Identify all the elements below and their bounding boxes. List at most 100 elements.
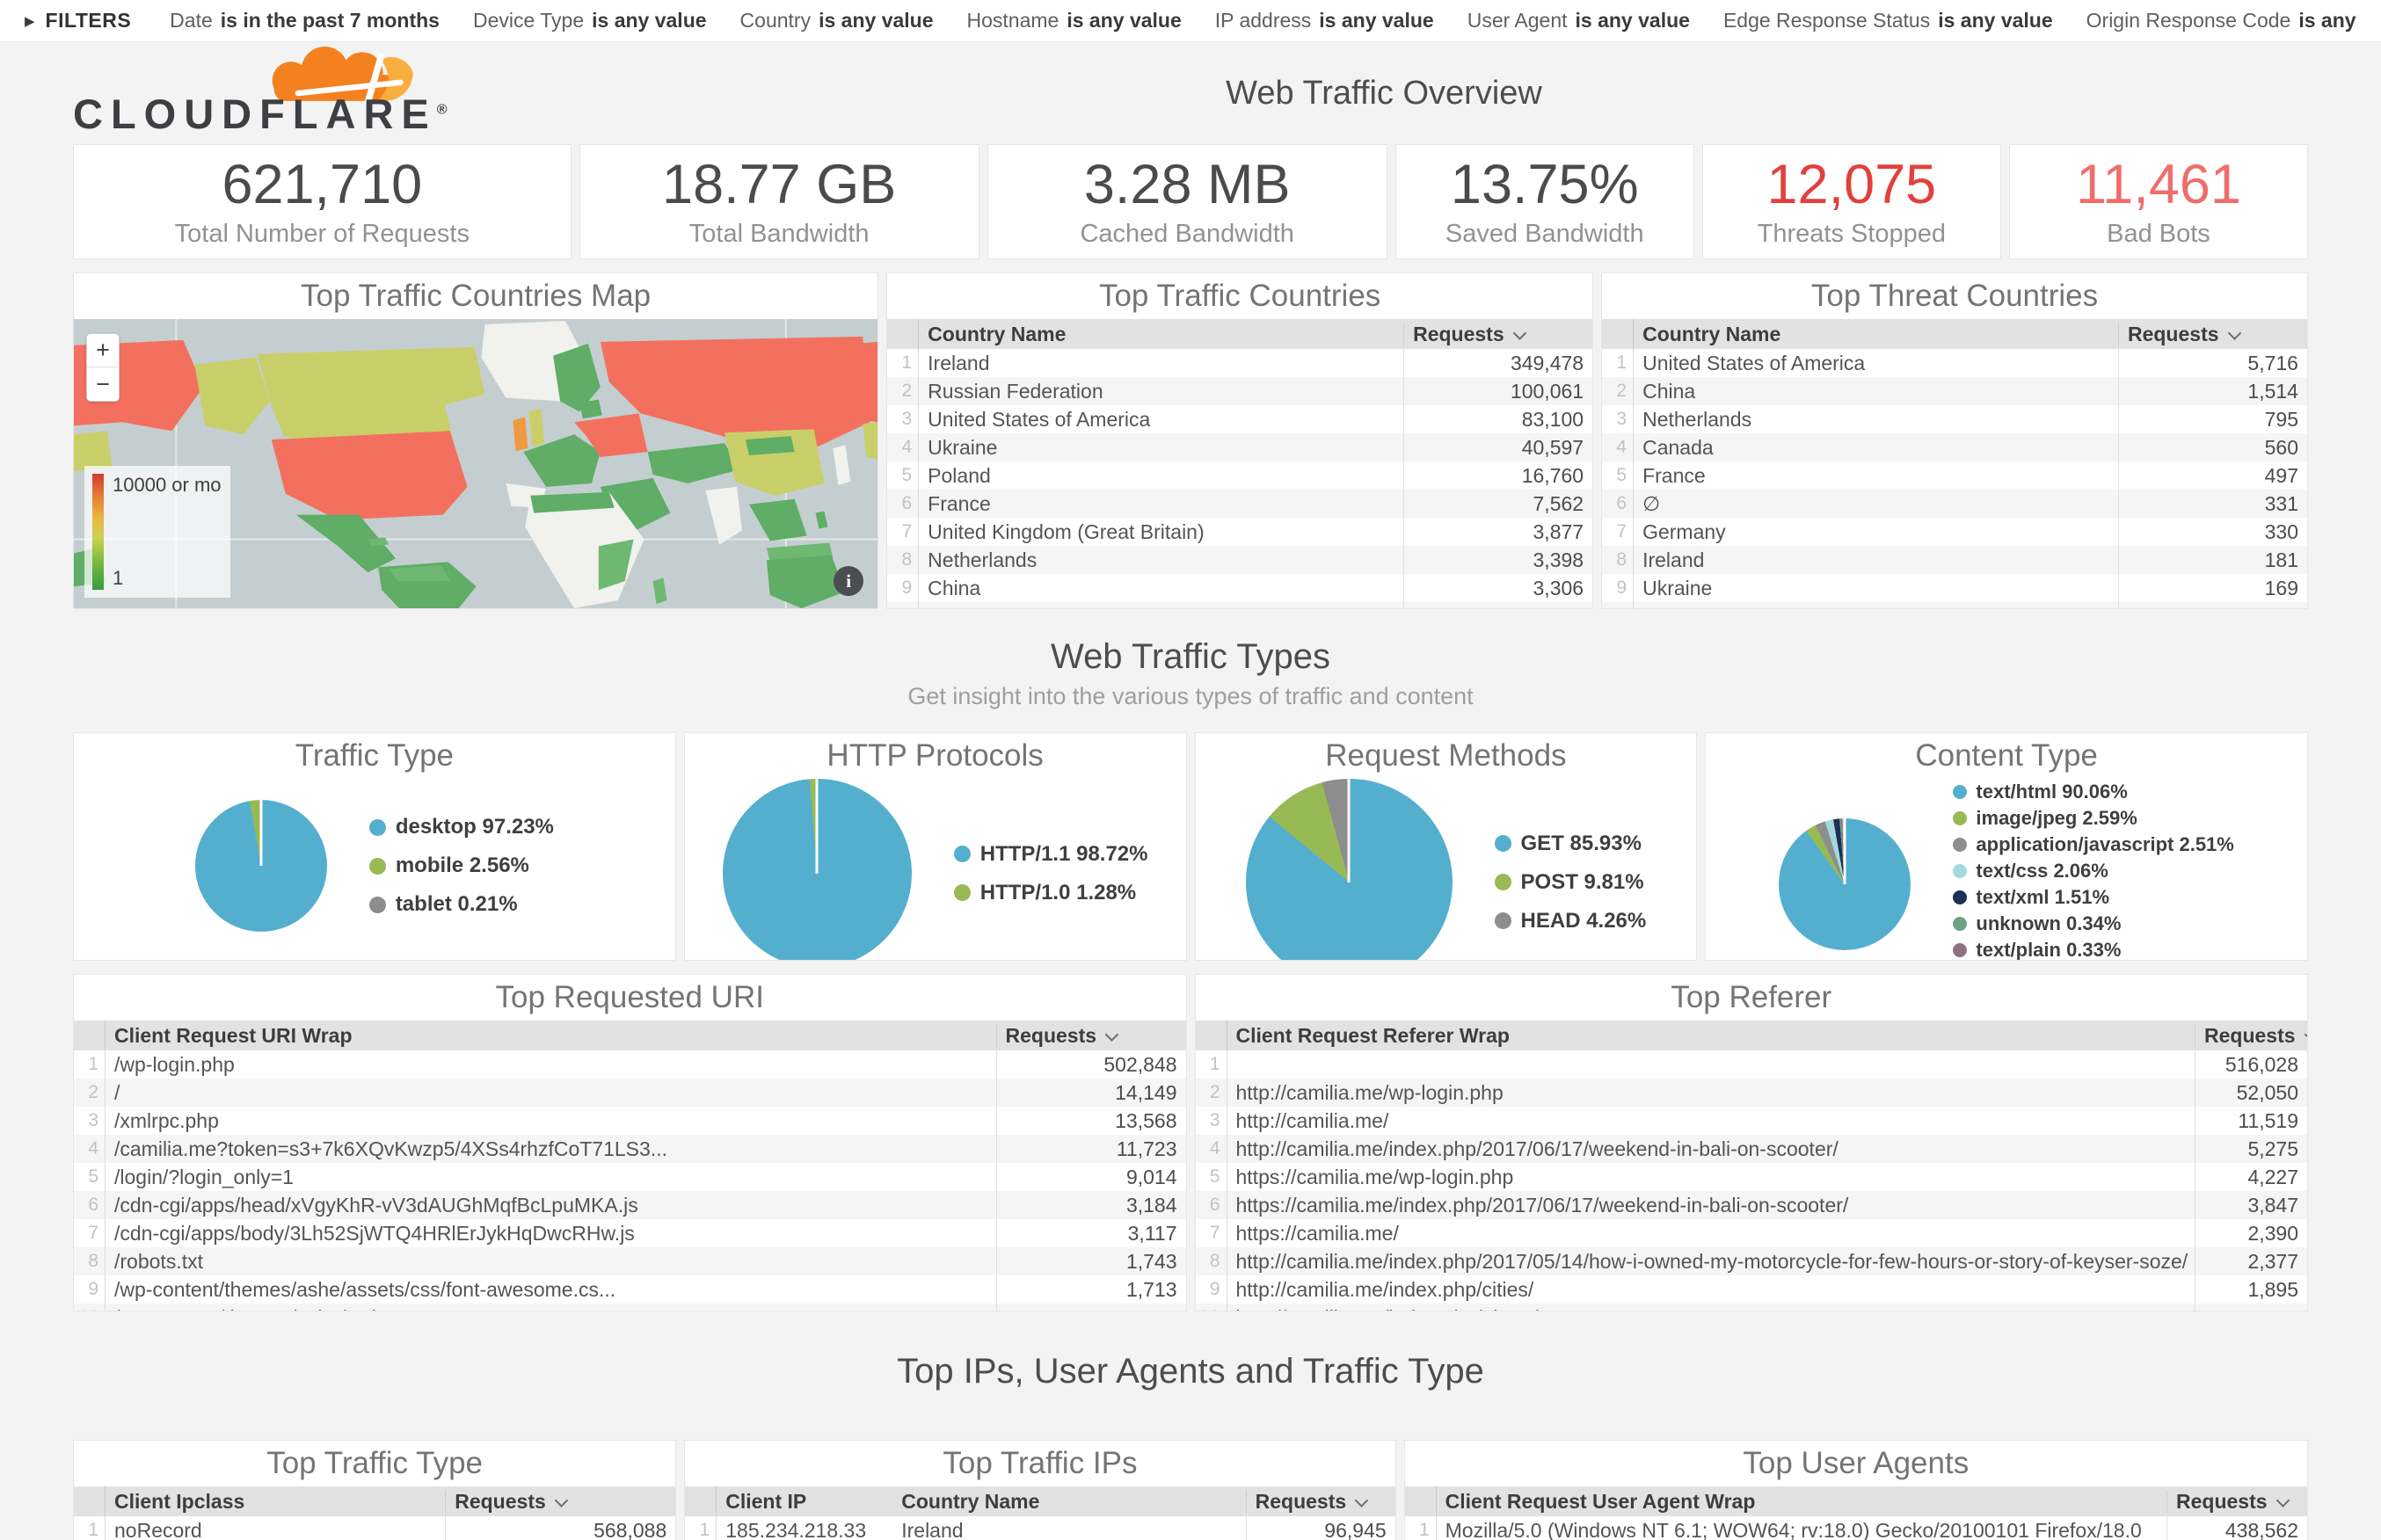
cell-client-ipclass[interactable]: noRecord [114,1519,202,1540]
column-header-requests[interactable]: Requests [2166,1489,2307,1514]
cell-requests[interactable]: 158 [2117,602,2307,608]
legend-item[interactable]: text/css 2.06% [1953,860,2233,883]
cell-requests[interactable]: 181 [2117,546,2307,574]
content-type-pie-chart[interactable] [1779,818,1911,950]
table-row[interactable]: 1 United States of America 5,716 [1602,349,2307,377]
table-row[interactable]: 4/camilia.me?token=s3+7k6XQvKwzp5/4XSs4r… [74,1135,1186,1163]
filter-chip-edge-response-status[interactable]: Edge Response Status is any value [1722,9,2053,32]
cell-client-request-uri-wrap[interactable]: /wp-content/themes/ashe/assets/css/font-… [114,1278,616,1301]
legend-item[interactable]: text/plain 0.33% [1953,939,2233,960]
kpi-value[interactable]: 11,461 [2075,153,2241,215]
cell-client-request-uri-wrap[interactable]: /xmlrpc.php [114,1109,219,1132]
column-header-requests[interactable]: Requests [1403,322,1592,346]
cell-requests[interactable]: 1,895 [2195,1275,2307,1304]
cell-requests[interactable]: 16,760 [1403,461,1592,490]
filter-chip-country[interactable]: Country is any value [739,9,934,32]
table-row[interactable]: 6 France 7,562 [887,490,1593,518]
table-row[interactable]: 7 Germany 330 [1602,518,2307,546]
cell-requests[interactable]: 52,050 [2195,1079,2307,1107]
cell-requests[interactable]: 438,562 [2166,1516,2307,1540]
column-header-requests[interactable]: Requests [2195,1023,2307,1048]
legend-item[interactable]: image/jpeg 2.59% [1953,807,2233,830]
cell-country-name[interactable]: Germany [1642,520,1726,543]
cell-country-name[interactable]: United States of America [1642,352,1866,374]
table-row[interactable]: 3/xmlrpc.php 13,568 [74,1107,1186,1135]
table-row[interactable]: 2 / 14,149 [74,1079,1186,1107]
cell-requests[interactable]: 1,672 [995,1304,1186,1311]
cell-requests[interactable]: 330 [2117,518,2307,546]
cell-client-request-referer-wrap[interactable]: https://camilia.me/ [1235,1222,1399,1245]
cell-client-request-user-agent-wrap[interactable]: Mozilla/5.0 (Windows NT 6.1; WOW64; rv:1… [1445,1519,2142,1540]
table-row[interactable]: 5 Poland 16,760 [887,461,1593,490]
cell-country-name[interactable]: United Kingdom (Great Britain) [928,520,1205,543]
cell-country-name[interactable]: Ukraine [928,436,998,459]
column-header-client-ip[interactable]: Client IP [717,1490,892,1514]
table-row[interactable]: 6/cdn-cgi/apps/head/xVgyKhR-vV3dAUGhMqfB… [74,1191,1186,1219]
cell-client-request-uri-wrap[interactable]: /cdn-cgi/apps/body/3Lh52SjWTQ4HRlErJykHq… [114,1222,635,1245]
world-map[interactable]: + − 10000 or more 1 i [74,319,878,608]
cell-country-name[interactable]: China [1642,380,1696,403]
cell-requests[interactable]: 96,945 [1245,1516,1395,1540]
column-header-country-name[interactable]: Country Name [892,1490,1245,1514]
filter-chip-hostname[interactable]: Hostname is any value [966,9,1182,32]
cell-client-request-referer-wrap[interactable]: http://camilia.me/wp-login.php [1235,1081,1504,1104]
legend-item[interactable]: HTTP/1.1 98.72% [953,842,1148,867]
table-row[interactable]: 6 ∅ 331 [1602,490,2307,518]
cell-requests[interactable]: 4,227 [2195,1163,2307,1191]
cell-country-name[interactable]: United States of America [928,408,1151,431]
cell-client-request-uri-wrap[interactable]: /camilia.me?token=s3+7k6XQvKwzp5/4XSs4rh… [114,1137,667,1160]
cell-country-name[interactable]: Ireland [928,352,990,374]
cell-requests[interactable]: 1,514 [2117,377,2307,405]
table-row[interactable]: 4 Canada 560 [1602,433,2307,461]
cell-requests[interactable]: 3,877 [1403,518,1592,546]
sort-chevron-down-icon[interactable] [2275,1493,2290,1507]
table-row[interactable]: 10Singapore158 [1602,602,2307,608]
cell-country-name[interactable]: Singapore [1634,602,2118,608]
cell-client-request-referer-wrap[interactable]: http://camilia.me/index.php/about/ [1227,1304,2195,1311]
cell-requests[interactable]: 1,713 [995,1275,1186,1304]
sort-chevron-down-icon[interactable] [554,1493,569,1507]
table-row[interactable]: 1 185.234.218.33 Ireland 96,945 [685,1516,1395,1540]
cell-requests[interactable]: 40,597 [1403,433,1592,461]
column-header-client-request-user-agent-wrap[interactable]: Client Request User Agent Wrap [1437,1490,2166,1514]
cell-requests[interactable]: 100,061 [1403,377,1592,405]
table-row[interactable]: 1/wp-login.php 502,848 [74,1050,1186,1079]
cell-country-name[interactable]: France [928,492,991,515]
table-row[interactable]: 8/robots.txt 1,743 [74,1247,1186,1275]
kpi-value[interactable]: 621,710 [222,153,423,215]
table-row[interactable]: 3 http://camilia.me/11,519 [1195,1107,2307,1135]
cell-requests[interactable]: 14,149 [995,1079,1186,1107]
cell-requests[interactable]: 1,473 [2195,1304,2307,1311]
kpi-value[interactable]: 12,075 [1766,153,1937,215]
table-row[interactable]: 3 United States of America 83,100 [887,405,1593,433]
table-row[interactable]: 9 China 3,306 [887,574,1593,602]
filter-chip-date[interactable]: Date is in the past 7 months [170,9,440,32]
cell-requests[interactable]: 349,478 [1403,349,1592,377]
legend-item[interactable]: mobile 2.56% [368,854,554,878]
table-row[interactable]: 9/wp-content/themes/ashe/assets/css/font… [74,1275,1186,1304]
table-row[interactable]: 5 France 497 [1602,461,2307,490]
table-row[interactable]: 4 Ukraine 40,597 [887,433,1593,461]
table-row[interactable]: 1 noRecord 568,088 [74,1516,676,1540]
legend-item[interactable]: text/html 90.06% [1953,781,2233,803]
cell-requests[interactable]: 13,568 [995,1107,1186,1135]
sort-chevron-down-icon[interactable] [2304,1027,2307,1042]
filter-chip-user-agent[interactable]: User Agent is any value [1467,9,1690,32]
cell-client-request-referer-wrap[interactable]: http://camilia.me/index.php/2017/05/14/h… [1235,1250,2188,1273]
column-header-client-ipclass[interactable]: Client Ipclass [106,1490,445,1514]
cell-country-name[interactable]: Ukraine [1642,577,1713,599]
cell-country-name[interactable]: Russian Federation [928,380,1103,403]
cell-requests[interactable]: 5,716 [2117,349,2307,377]
filter-chip-ip-address[interactable]: IP address is any value [1214,9,1434,32]
table-row[interactable]: 10http://camilia.me/index.php/about/1,47… [1195,1304,2307,1311]
cell-requests[interactable]: 2,377 [2195,1247,2307,1275]
cell-country-name[interactable]: Canada [919,602,1403,608]
cell-requests[interactable]: 331 [2117,490,2307,518]
cell-country-name[interactable]: China [928,577,981,599]
cell-client-request-referer-wrap[interactable]: https://camilia.me/index.php/2017/06/17/… [1235,1194,1849,1217]
legend-item[interactable]: tablet 0.21% [368,892,554,917]
column-header-client-request-uri-wrap[interactable]: Client Request URI Wrap [106,1024,996,1048]
cell-client-request-uri-wrap[interactable]: /cdn-cgi/apps/head/xVgyKhR-vV3dAUGhMqfBc… [114,1194,638,1217]
kpi-value[interactable]: 3.28 MB [1083,153,1291,215]
table-row[interactable]: 7 United Kingdom (Great Britain) 3,877 [887,518,1593,546]
